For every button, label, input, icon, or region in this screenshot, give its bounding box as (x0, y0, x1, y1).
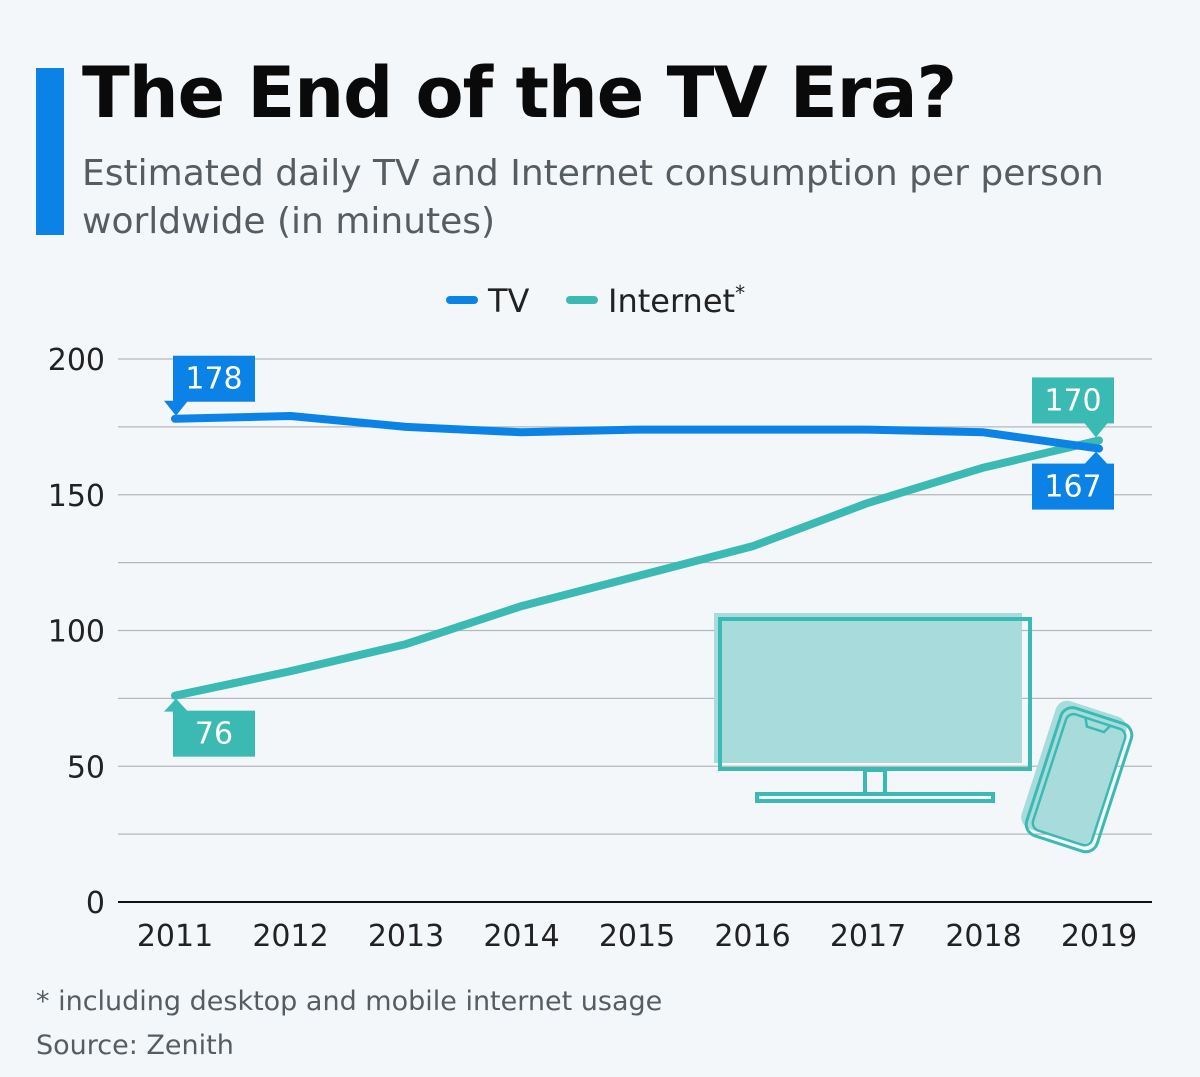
y-tick-label: 200 (48, 343, 105, 378)
x-tick-label: 2013 (368, 919, 444, 954)
chart-subtitle: Estimated daily TV and Internet consumpt… (82, 153, 1104, 242)
legend-label-internet: Internet* (608, 281, 745, 320)
x-tick-label: 2011 (137, 919, 213, 954)
x-tick-label: 2015 (599, 919, 675, 954)
data-label-internet-2019-box (1032, 377, 1114, 424)
tv-screen-fill (714, 613, 1022, 763)
data-label-internet-2011-pointer (164, 698, 188, 712)
tv-stand-neck (863, 768, 887, 796)
x-tick-label: 2014 (483, 919, 559, 954)
data-label-internet-2019-text: 170 (1044, 383, 1101, 418)
data-label-internet-2019: 170 (1032, 377, 1114, 438)
smartphone-icon (1021, 700, 1134, 854)
phone-frame (1024, 706, 1134, 854)
data-label-tv-2019: 167 (1032, 451, 1114, 510)
y-tick-label: 0 (86, 886, 105, 921)
tv-monitor-icon (714, 613, 1032, 803)
y-tick-label: 100 (48, 615, 105, 650)
chart-title: The End of the TV Era? (82, 52, 957, 134)
series-line-tv (171, 412, 1103, 453)
y-tick-label: 50 (67, 750, 105, 785)
data-label-internet-2011-text: 76 (195, 717, 233, 752)
data-label-internet-2011: 76 (164, 698, 255, 757)
x-tick-label: 2017 (830, 919, 906, 954)
tv-stand-base (755, 792, 995, 803)
x-tick-label: 2016 (714, 919, 790, 954)
phone-screen (1031, 712, 1127, 847)
data-label-tv-2011-text: 178 (185, 362, 242, 397)
data-label-tv-2011-box (173, 355, 255, 402)
phone-notch (1084, 717, 1112, 734)
data-label-internet-2019-pointer (1084, 422, 1108, 438)
data-label-tv-2019-box (1032, 463, 1114, 510)
title-accent-bar (36, 68, 64, 235)
x-tick-label: 2012 (252, 919, 328, 954)
phone-body-fill (1021, 700, 1127, 845)
data-label-tv-2019-pointer (1084, 451, 1108, 465)
source-note: Source: Zenith (36, 1030, 234, 1061)
legend-label-tv: TV (487, 282, 530, 320)
footnote: * including desktop and mobile internet … (36, 986, 663, 1017)
data-label-internet-2011-box (173, 710, 255, 757)
x-tick-label: 2019 (1061, 919, 1137, 954)
y-tick-label: 150 (48, 479, 105, 514)
data-label-tv-2011-pointer (164, 400, 188, 416)
data-label-tv-2019-text: 167 (1044, 470, 1101, 505)
x-tick-label: 2018 (945, 919, 1021, 954)
data-label-tv-2011: 178 (164, 355, 255, 416)
